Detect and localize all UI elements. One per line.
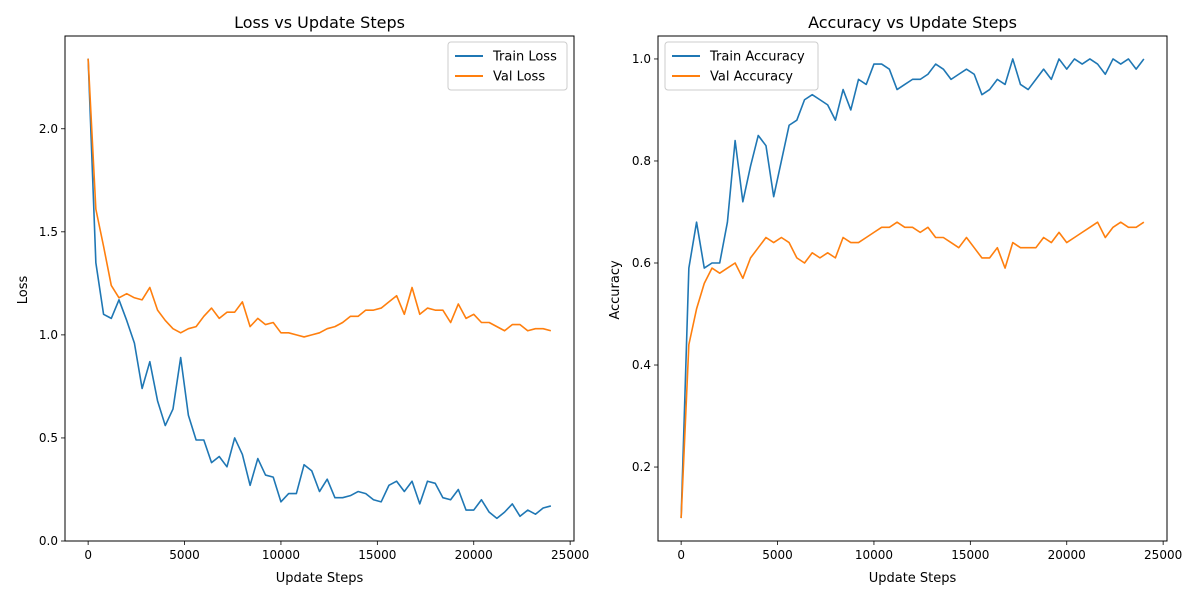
y-tick-label: 1.0 bbox=[632, 52, 651, 66]
accuracy-chart-legend-box bbox=[664, 41, 819, 91]
loss-chart-y-axis-label: Loss bbox=[16, 276, 31, 305]
accuracy-chart-x-axis-label: Update Steps bbox=[869, 571, 957, 586]
x-tick-label: 20000 bbox=[455, 548, 493, 562]
loss-chart: Loss vs Update Steps 0 5000 10000 15000 2000… bbox=[16, 13, 589, 586]
loss-chart-x-axis-label: Update Steps bbox=[276, 571, 364, 586]
loss-chart-x-ticks: 0 5000 10000 15000 20000 25000 bbox=[84, 541, 589, 562]
accuracy-chart-plot-area bbox=[657, 35, 1168, 542]
legend-label-train-accuracy: Train Accuracy bbox=[709, 50, 805, 65]
x-tick-label: 10000 bbox=[262, 548, 300, 562]
series-line-val-loss bbox=[87, 58, 552, 338]
y-tick-label: 0.0 bbox=[39, 534, 58, 548]
accuracy-chart-legend: Train Accuracy Val Accuracy bbox=[664, 41, 819, 91]
series-line-train-accuracy bbox=[680, 58, 1145, 519]
legend-label-val-accuracy: Val Accuracy bbox=[710, 70, 793, 85]
x-tick-label: 5000 bbox=[169, 548, 200, 562]
accuracy-chart-y-axis-label: Accuracy bbox=[608, 260, 623, 320]
series-line-val-accuracy bbox=[680, 221, 1145, 519]
x-tick-label: 10000 bbox=[855, 548, 893, 562]
x-tick-label: 5000 bbox=[762, 548, 793, 562]
y-tick-label: 0.5 bbox=[39, 431, 58, 445]
accuracy-chart-lines bbox=[680, 58, 1145, 519]
loss-chart-legend: Train Loss Val Loss bbox=[447, 41, 568, 91]
y-tick-label: 0.6 bbox=[632, 256, 651, 270]
loss-chart-plot-area bbox=[64, 35, 575, 542]
x-tick-label: 20000 bbox=[1048, 548, 1086, 562]
x-tick-label: 25000 bbox=[551, 548, 589, 562]
legend-label-train-loss: Train Loss bbox=[492, 50, 557, 65]
loss-chart-legend-box bbox=[447, 41, 568, 91]
accuracy-chart-title: Accuracy vs Update Steps bbox=[808, 13, 1017, 32]
x-tick-label: 15000 bbox=[951, 548, 989, 562]
x-tick-label: 0 bbox=[677, 548, 685, 562]
accuracy-chart: Accuracy vs Update Steps 0 5000 10000 15000… bbox=[608, 13, 1182, 586]
y-tick-label: 0.4 bbox=[632, 358, 651, 372]
y-tick-label: 0.2 bbox=[632, 460, 651, 474]
loss-chart-title: Loss vs Update Steps bbox=[234, 13, 405, 32]
loss-chart-lines bbox=[87, 58, 552, 520]
y-tick-label: 2.0 bbox=[39, 122, 58, 136]
legend-label-val-loss: Val Loss bbox=[493, 70, 545, 85]
y-tick-label: 1.0 bbox=[39, 328, 58, 342]
accuracy-chart-x-ticks: 0 5000 10000 15000 20000 25000 bbox=[677, 541, 1182, 562]
loss-chart-y-ticks: 0.0 0.5 1.0 1.5 2.0 bbox=[39, 122, 65, 548]
series-line-train-loss bbox=[87, 58, 552, 520]
x-tick-label: 15000 bbox=[358, 548, 396, 562]
x-tick-label: 0 bbox=[84, 548, 92, 562]
x-tick-label: 25000 bbox=[1144, 548, 1182, 562]
y-tick-label: 0.8 bbox=[632, 154, 651, 168]
accuracy-chart-y-ticks: 0.2 0.4 0.6 0.8 1.0 bbox=[632, 52, 658, 474]
y-tick-label: 1.5 bbox=[39, 225, 58, 239]
